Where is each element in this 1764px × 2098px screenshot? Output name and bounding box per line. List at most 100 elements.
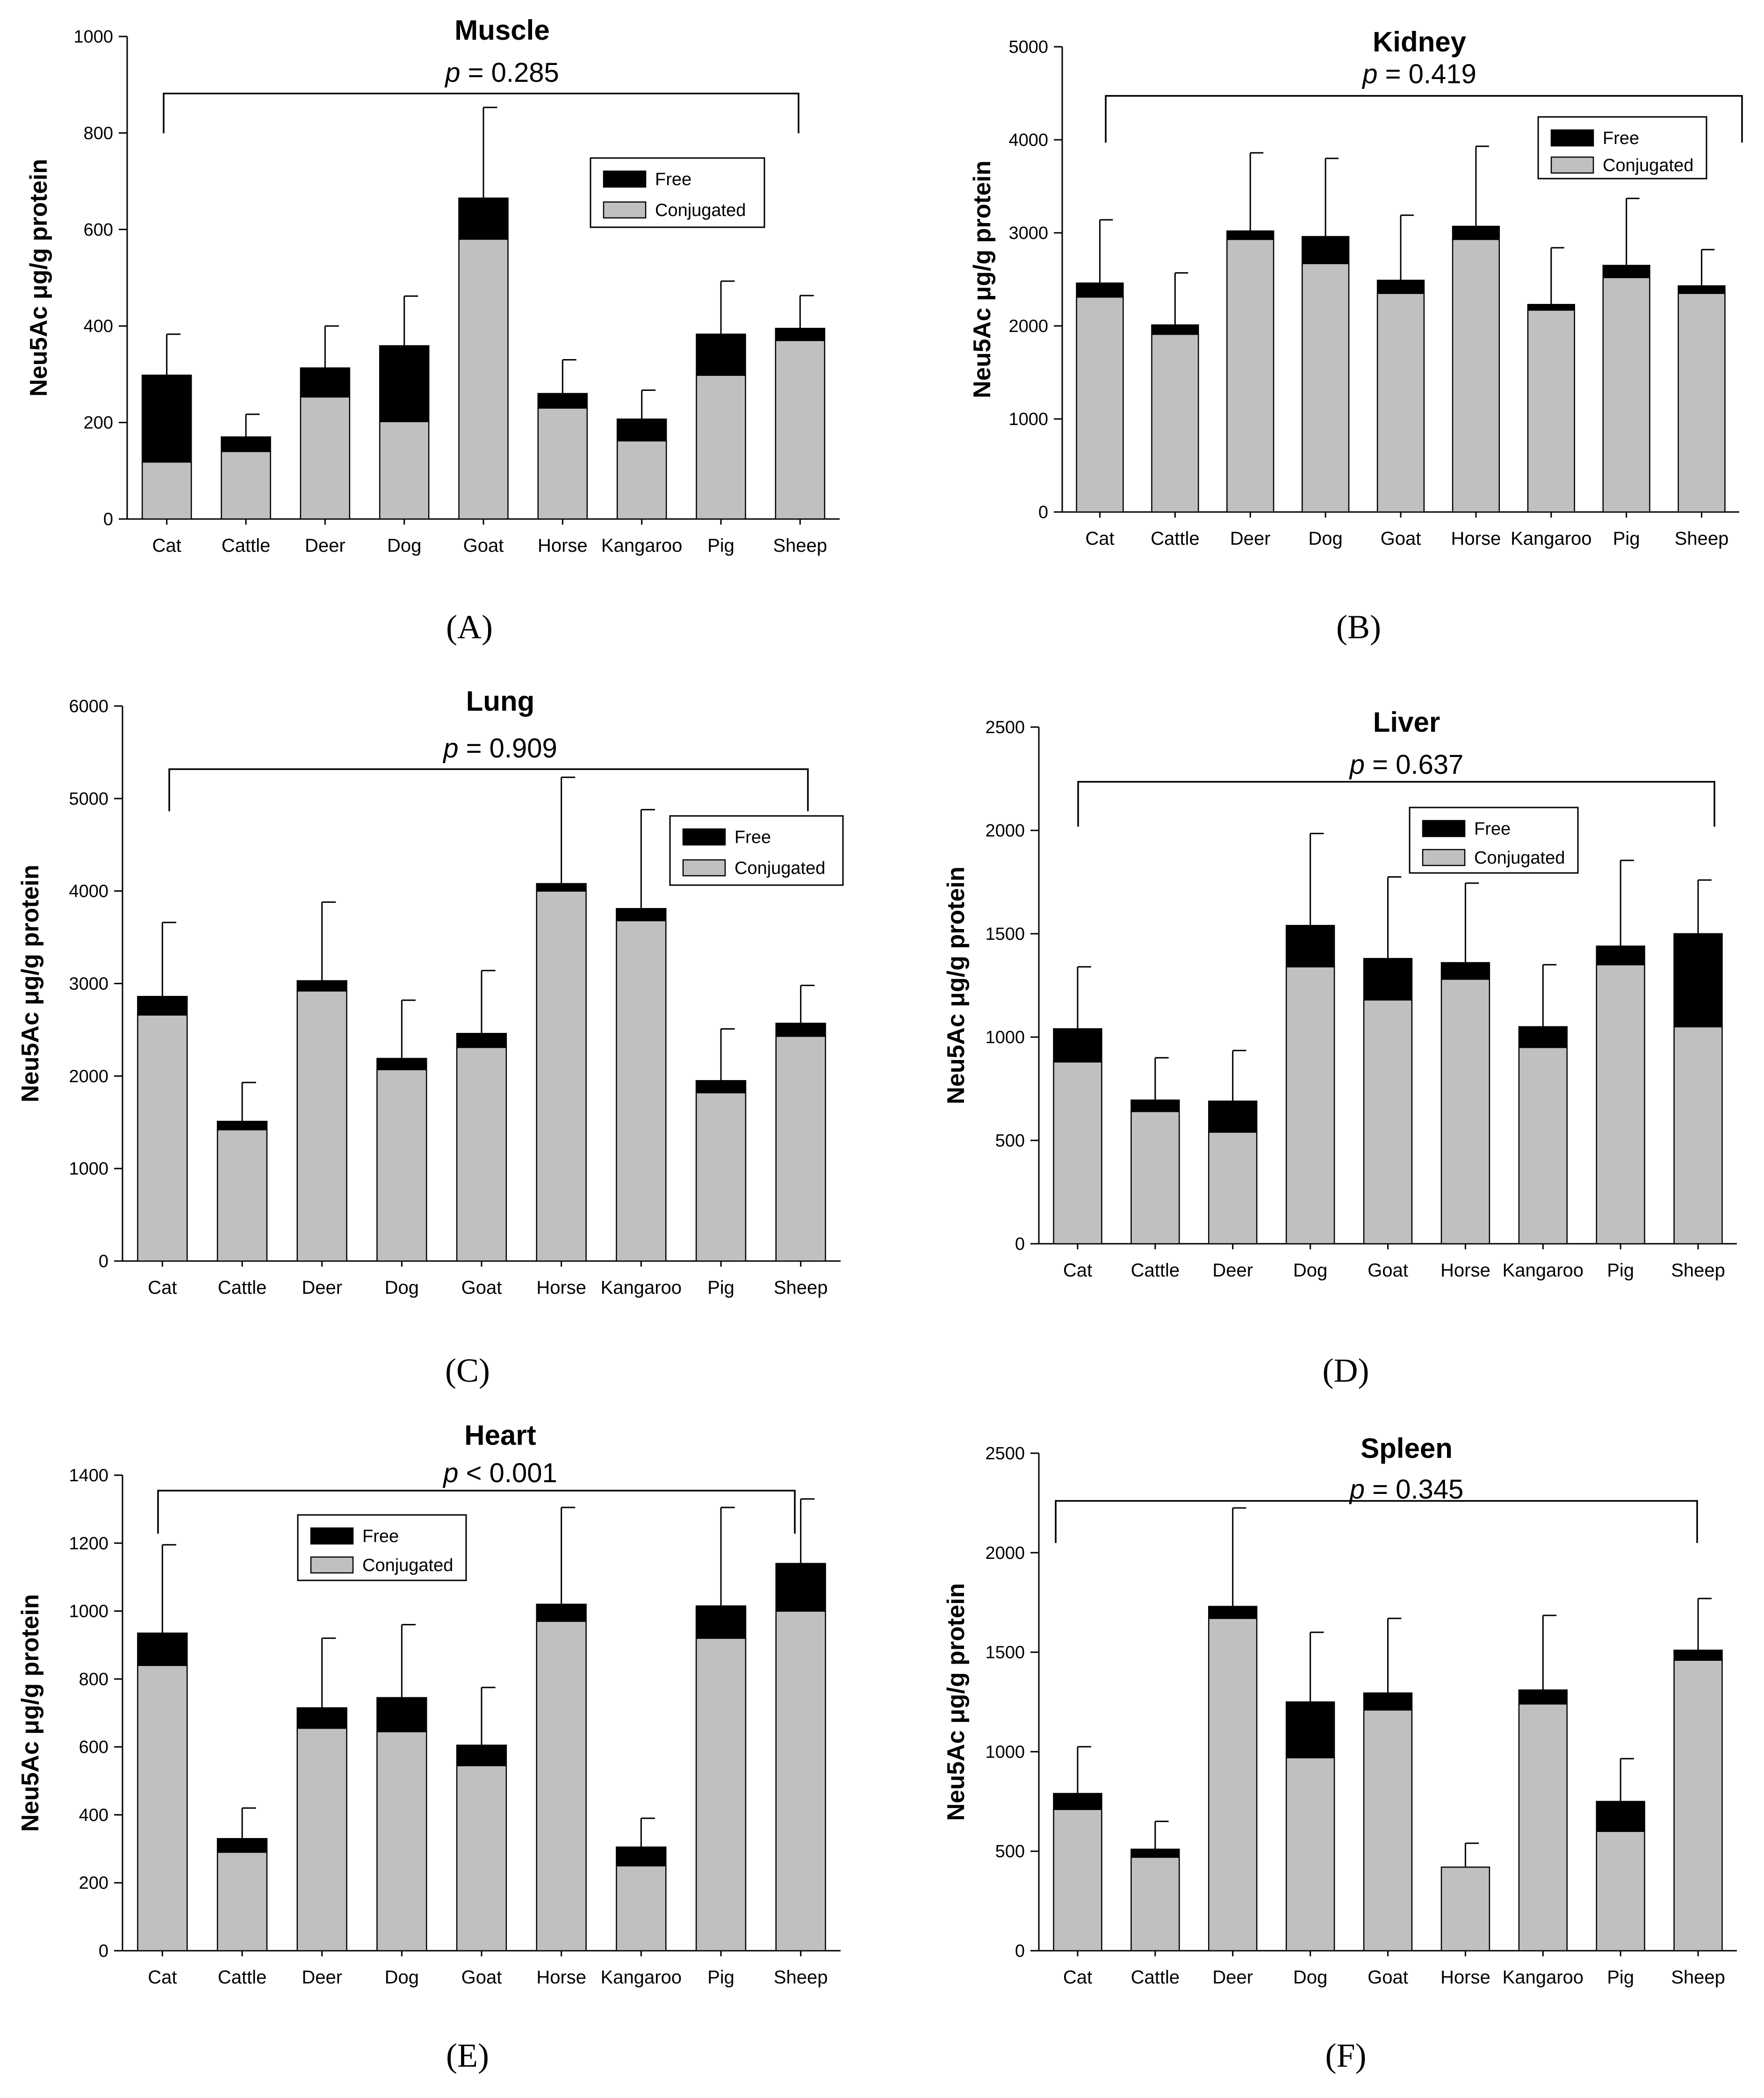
bar-conjugated-cat [1053, 1809, 1102, 1952]
x-tick-label-dog: Dog [1293, 1260, 1327, 1281]
chart-panel-muscle: 0 200 400 600 800 1000 Neu5Ac μg/g protein Cat C… [25, 14, 840, 646]
bar-conjugated-goat [1363, 1709, 1413, 1952]
legend-swatch-free [1422, 820, 1466, 837]
bar-free-cattle [221, 436, 271, 452]
legend-label-conjugated: Conjugated [1603, 156, 1693, 175]
bar-free-horse [537, 393, 588, 409]
legend: Free Conjugated [297, 1514, 467, 1581]
bar-free-cat [137, 995, 188, 1016]
y-axis-label: Neu5Ac μg/g protein [17, 865, 44, 1103]
y-tick-label: 3000 [69, 974, 108, 994]
p-symbol: p [1349, 750, 1365, 780]
x-tick-label-cat: Cat [1063, 1967, 1092, 1988]
x-tick-label-sheep: Sheep [1675, 528, 1729, 549]
y-tick-label: 1500 [985, 1643, 1025, 1663]
p-value-annotation: p = 0.345 [1349, 1474, 1464, 1505]
y-tick-label: 0 [1015, 1941, 1025, 1961]
x-tick-label-dog: Dog [1308, 528, 1342, 549]
bar-free-pig [1596, 945, 1645, 966]
p-value-annotation: p = 0.419 [1361, 59, 1476, 89]
bar-free-sheep [775, 1023, 826, 1037]
x-tick-label-sheep: Sheep [1671, 1967, 1725, 1988]
bar-free-pig [1602, 265, 1650, 278]
chart-title: Kidney [1373, 26, 1467, 58]
bar-conjugated-goat [456, 1765, 507, 1952]
x-tick-label-cat: Cat [152, 535, 181, 556]
x-tick-label-dog: Dog [387, 535, 421, 556]
bar-free-dog [376, 1697, 427, 1732]
y-axis-label: Neu5Ac μg/g protein [943, 866, 970, 1104]
bar-free-goat [1363, 1692, 1413, 1711]
bar-free-goat [458, 197, 509, 240]
panel-label: (D) [1323, 1352, 1369, 1389]
x-tick-label-sheep: Sheep [1671, 1260, 1725, 1281]
y-tick-label: 0 [99, 1252, 108, 1271]
bar-conjugated-horse [536, 890, 587, 1262]
legend: Free Conjugated [1409, 807, 1579, 874]
x-tick-label-horse: Horse [1440, 1967, 1490, 1988]
y-axis-label: Neu5Ac μg/g protein [943, 1583, 970, 1821]
x-tick-label-cattle: Cattle [1151, 528, 1200, 549]
x-tick-label-dog: Dog [1293, 1967, 1327, 1988]
p-value-annotation: p = 0.285 [444, 58, 559, 88]
y-tick-label: 0 [99, 1941, 108, 1961]
panel-label: (F) [1325, 2037, 1367, 2074]
bar-conjugated-cat [1076, 296, 1124, 513]
x-tick-label-deer: Deer [1230, 528, 1271, 549]
bar-conjugated-dog [1301, 263, 1350, 513]
x-tick-label-deer: Deer [302, 1277, 342, 1298]
bar-free-kangaroo [1518, 1026, 1568, 1048]
y-tick-label: 2500 [985, 1444, 1025, 1464]
bar-free-sheep [775, 328, 826, 341]
bar-free-goat [1376, 280, 1425, 294]
y-tick-label: 0 [1015, 1234, 1025, 1254]
bar-conjugated-dog [379, 421, 430, 520]
bar-free-kangaroo [616, 418, 667, 442]
x-tick-label-kangaroo: Kangaroo [1511, 528, 1591, 549]
bar-conjugated-cat [141, 461, 192, 520]
bar-conjugated-horse [1452, 238, 1500, 513]
significance-bracket [157, 1490, 796, 1534]
legend: Free Conjugated [669, 815, 844, 886]
p-symbol: p [444, 58, 460, 88]
legend-swatch-conjugated [310, 1556, 354, 1574]
bar-conjugated-deer [296, 1727, 347, 1952]
x-tick-label-pig: Pig [707, 535, 734, 556]
bar-conjugated-horse [1440, 978, 1490, 1245]
significance-bracket [1105, 95, 1743, 143]
bar-free-sheep [1673, 1650, 1723, 1661]
bar-conjugated-cattle [1151, 333, 1199, 513]
y-tick-label: 1000 [69, 1602, 108, 1622]
x-tick-label-dog: Dog [385, 1967, 419, 1988]
y-tick-label: 200 [84, 413, 113, 433]
x-tick-label-kangaroo: Kangaroo [1503, 1967, 1584, 1988]
legend-swatch-conjugated [1550, 156, 1594, 174]
panel-label: (A) [446, 608, 493, 646]
y-tick-label: 1000 [985, 1742, 1025, 1762]
x-tick-label-horse: Horse [536, 1277, 586, 1298]
x-tick-label-dog: Dog [385, 1277, 419, 1298]
chart-panel-kidney: 0 1000 2000 3000 4000 5000 Neu5Ac μg/g protein… [969, 26, 1743, 646]
x-tick-label-cat: Cat [148, 1967, 177, 1988]
y-tick-label: 600 [84, 220, 113, 240]
x-tick-label-cat: Cat [1085, 528, 1114, 549]
y-tick-label: 2000 [1008, 317, 1048, 336]
x-tick-label-kangaroo: Kangaroo [601, 535, 682, 556]
y-tick-label: 600 [79, 1738, 108, 1757]
chart-panel-liver: 0 500 1000 1500 2000 2500 Neu5Ac μg/g protein C… [943, 707, 1737, 1389]
y-tick-label: 500 [995, 1131, 1025, 1151]
bar-free-kangaroo [616, 908, 667, 922]
bar-conjugated-deer [1208, 1132, 1258, 1245]
p-value-text: = 0.345 [1365, 1474, 1463, 1505]
bar-conjugated-pig [695, 1092, 747, 1262]
y-tick-label: 4000 [69, 882, 108, 901]
x-tick-label-sheep: Sheep [773, 535, 827, 556]
p-value-text: = 0.285 [461, 58, 559, 88]
x-tick-label-deer: Deer [302, 1967, 342, 1988]
legend-label-free: Free [734, 828, 771, 847]
bar-conjugated-deer [300, 396, 351, 520]
y-tick-label: 4000 [1008, 130, 1048, 150]
chart-title: Lung [466, 685, 535, 717]
y-tick-label: 500 [995, 1842, 1025, 1861]
bar-free-deer [300, 367, 351, 398]
